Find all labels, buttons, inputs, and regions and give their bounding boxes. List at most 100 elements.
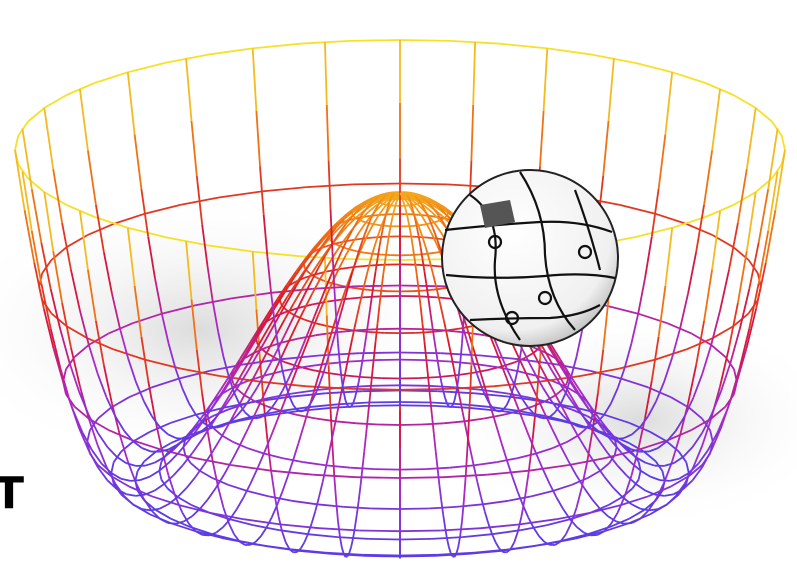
mesh-line (248, 328, 260, 345)
mesh-line (212, 435, 223, 452)
mesh-line (376, 247, 381, 260)
mesh-line (269, 349, 279, 364)
mesh-line (188, 402, 197, 416)
mesh-line (495, 409, 500, 413)
mesh-line (528, 439, 534, 471)
mesh-line (643, 451, 657, 462)
mesh-line (687, 365, 697, 404)
mesh-line (444, 527, 448, 539)
mesh-line (194, 463, 206, 478)
mesh-line (251, 251, 258, 310)
mesh-line (354, 249, 361, 262)
mesh-line (511, 476, 519, 492)
mesh-line (260, 412, 267, 418)
mesh-line (317, 503, 344, 508)
mesh-line (553, 352, 565, 370)
mesh-line (358, 238, 365, 250)
mesh-line (307, 533, 338, 538)
mesh-line (359, 529, 401, 533)
mesh-line (355, 381, 360, 391)
mesh-line (270, 399, 278, 409)
mesh-line (327, 160, 332, 210)
mesh-line (265, 407, 273, 415)
mesh-line (378, 193, 385, 198)
mesh-line (644, 380, 653, 419)
mesh-line (414, 218, 418, 228)
mesh-line (301, 273, 312, 290)
mesh-line (450, 404, 454, 408)
mesh-line (212, 393, 223, 407)
mesh-line (379, 200, 387, 208)
mesh-line (543, 541, 551, 546)
mesh-line (219, 393, 231, 411)
mesh-line (631, 518, 641, 524)
mesh-line (303, 331, 313, 350)
mesh-line (517, 348, 523, 370)
mesh-line (550, 386, 561, 405)
mesh-line (387, 198, 392, 205)
mesh-line (359, 360, 364, 372)
mesh-line (729, 328, 741, 364)
mesh-line (185, 58, 193, 121)
mesh-line (267, 410, 299, 417)
mesh-line (363, 335, 368, 349)
puzzle-seam (445, 273, 616, 280)
mesh-line (748, 242, 760, 290)
mesh-line (86, 429, 91, 443)
mesh-line (190, 120, 198, 177)
mesh-line (281, 531, 287, 543)
mesh-line (344, 215, 354, 225)
wireframe-surface (14, 39, 786, 559)
mesh-line (304, 246, 316, 260)
mesh-line (175, 520, 185, 525)
mesh-line (431, 414, 435, 434)
mesh-line (393, 202, 398, 210)
mesh-line (120, 440, 134, 453)
mesh-line (324, 42, 328, 105)
mesh-line (310, 260, 321, 275)
mesh-line (279, 406, 309, 413)
mesh-line (545, 352, 557, 360)
mesh-line (399, 476, 445, 479)
mesh-line (52, 250, 63, 304)
mesh-line (126, 493, 136, 497)
mesh-line (347, 339, 353, 358)
mesh-line (134, 470, 139, 482)
mesh-line (158, 461, 163, 471)
mesh-line (401, 197, 405, 204)
mesh-line (340, 379, 345, 393)
mesh-line (326, 464, 351, 469)
mesh-line (170, 522, 197, 533)
mesh-line (688, 464, 703, 477)
mesh-line (654, 212, 687, 225)
mesh-line (270, 470, 276, 497)
mesh-line (256, 375, 265, 389)
mesh-line (554, 540, 561, 546)
mesh-line (285, 270, 297, 286)
mesh-line (738, 328, 751, 368)
mesh-line (362, 228, 368, 239)
mesh-line (246, 490, 269, 498)
mesh-line (427, 296, 431, 311)
mesh-line (321, 363, 328, 376)
mesh-line (428, 260, 434, 275)
mesh-line (295, 309, 305, 327)
mesh-line (182, 452, 194, 466)
mesh-line (644, 236, 653, 279)
mesh-line (559, 365, 570, 381)
mesh-line (215, 526, 224, 534)
mesh-line (707, 431, 719, 451)
mesh-line (720, 400, 732, 429)
mesh-line (335, 317, 339, 344)
mesh-line (669, 477, 680, 482)
mesh-line (340, 286, 348, 303)
mesh-line (399, 529, 441, 533)
mesh-line (620, 452, 632, 464)
mesh-line (550, 361, 562, 379)
mesh-line (43, 308, 55, 349)
mesh-line (285, 307, 299, 313)
mesh-line (354, 305, 361, 323)
mesh-line (368, 401, 401, 404)
mesh-line (336, 393, 342, 413)
mesh-line (483, 510, 490, 524)
